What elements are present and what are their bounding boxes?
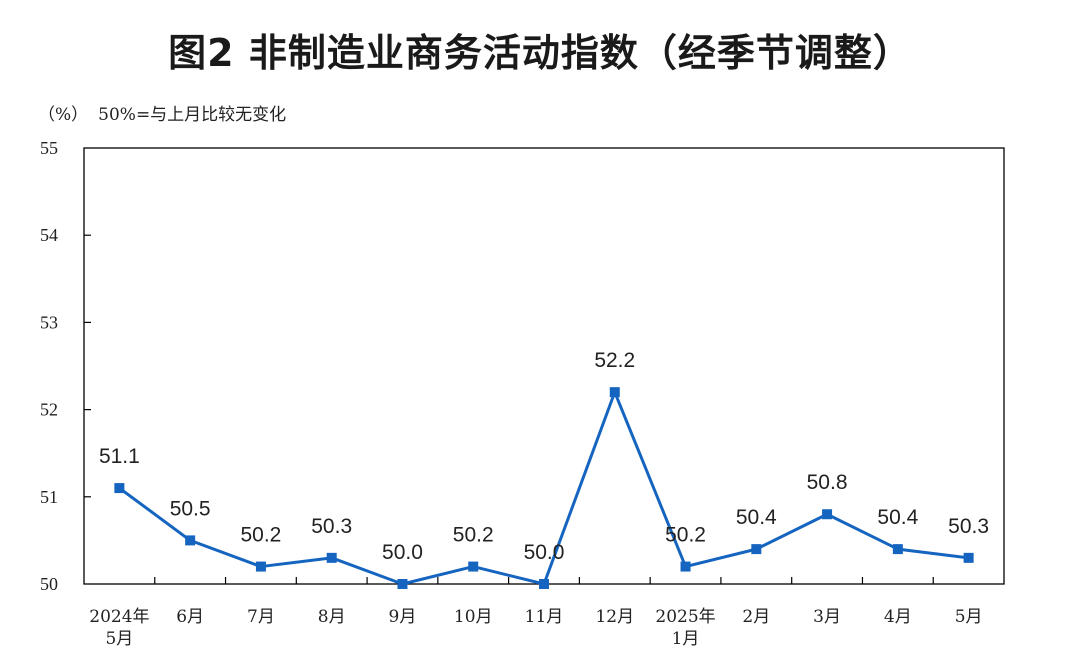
x-tick-label: 7月 <box>247 607 275 627</box>
x-tick-label: 9月 <box>389 607 417 627</box>
data-point <box>255 561 266 572</box>
x-tick-label: 11月 <box>525 607 564 627</box>
y-tick-label: 50 <box>40 574 58 594</box>
x-tick-label: 4月 <box>884 607 912 627</box>
x-tick-label: 2月 <box>742 607 770 627</box>
data-label: 50.2 <box>665 524 706 547</box>
x-tick-label: 2024年 5月 <box>89 607 149 649</box>
x-tick-label: 2025年 1月 <box>655 607 715 649</box>
chart-title: 图2 非制造业商务活动指数（经季节调整） <box>168 31 912 75</box>
x-tick-label: 12月 <box>595 607 634 627</box>
y-tick-label: 55 <box>40 138 58 158</box>
x-tick-label: 8月 <box>318 607 346 627</box>
x-tick-label: 5月 <box>955 607 983 627</box>
y-tick-label: 51 <box>40 487 58 507</box>
chart-axes <box>83 147 1005 585</box>
reference-note: 50%=与上月比较无变化 <box>98 105 287 125</box>
data-label: 50.0 <box>524 541 565 564</box>
x-tick-label: 10月 <box>454 607 493 627</box>
unit-row: （%） 50%=与上月比较无变化 <box>38 100 296 125</box>
data-point <box>751 544 762 555</box>
data-point <box>963 552 974 563</box>
data-label: 50.8 <box>807 471 848 494</box>
y-tick-label: 53 <box>40 312 58 332</box>
data-label: 50.3 <box>948 515 989 538</box>
y-tick-label: 54 <box>40 225 58 245</box>
data-label: 52.2 <box>594 349 635 372</box>
data-point <box>468 561 479 572</box>
data-label: 50.0 <box>382 541 423 564</box>
data-point <box>609 387 620 398</box>
data-point <box>185 535 196 546</box>
data-point <box>397 579 408 589</box>
data-labels: 51.1 50.5 50.2 50.3 50.0 50.2 50.0 52.2 50.2 50.4… <box>99 349 989 564</box>
data-point <box>680 561 691 572</box>
data-label: 50.4 <box>877 506 918 529</box>
plot-frame <box>83 147 1005 585</box>
data-point <box>326 552 337 563</box>
series-group <box>114 387 974 589</box>
y-unit-label: （%） <box>38 105 89 125</box>
data-label: 50.2 <box>240 524 281 547</box>
data-point <box>114 483 125 494</box>
data-point <box>539 579 549 589</box>
data-point <box>892 544 903 555</box>
x-tick-label: 6月 <box>176 607 204 627</box>
data-label: 51.1 <box>99 445 140 468</box>
y-tick-labels: 50 51 52 53 54 55 <box>40 138 58 594</box>
data-label: 50.4 <box>736 506 777 529</box>
data-label: 50.2 <box>453 524 494 547</box>
y-tick-label: 52 <box>40 400 58 420</box>
data-label: 50.3 <box>311 515 352 538</box>
data-label: 50.5 <box>170 497 211 520</box>
data-point <box>822 509 833 520</box>
x-tick-labels: 2024年 5月 6月 7月 8月 9月 10月 11月 12月 2025年 1月 2月 3月 4月 5月 <box>89 607 982 649</box>
x-tick-label: 3月 <box>813 607 841 627</box>
